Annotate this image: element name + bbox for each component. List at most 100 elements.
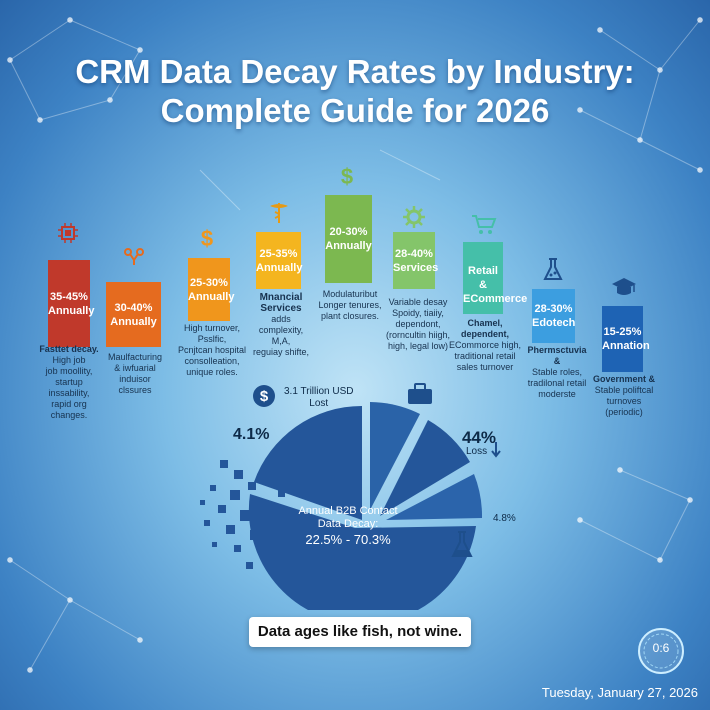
bar-description-line: Pcnjtcan hospital [177,345,247,355]
bar-description-line: Spoidy, tiaiiy, [392,308,444,318]
bar-description-heading: Services [260,303,302,314]
bar-description: Phermsctuvia & Stable roles, tradilonal re… [524,345,590,400]
bar-description-line: Stable poliftcal [594,385,654,395]
bar-value-label: 20-30% Annually [325,225,372,253]
bar-value-label: 25-30% Annually [188,276,235,304]
bar-value-label: 25-35% Annually [256,247,303,275]
bar-value-line1: 35-45% [50,290,88,303]
bar-description: Chamel, dependent, ECommorce high, traditi… [444,318,526,373]
bar-description-line: traditional retail [454,351,516,361]
flask-icon [542,257,564,286]
bar-description-line: dependont, [395,319,441,329]
bar-2: 30-40% Annually [106,282,161,347]
bar-value-line2: Edotech [532,317,576,329]
bar-description-line: job moollity, [45,366,93,376]
pie-slice-main [248,494,476,610]
bar-description-line: induisor [119,374,151,384]
bar-description-line: High turnover, [183,323,241,333]
pie-label-small: 4.8% [493,513,516,524]
bar-value-label: 30-40% Annually [106,301,161,329]
chart-title-line2: Complete Guide for 2026 [160,92,550,129]
pie-slice-top [370,402,420,510]
bar-description: Mnancial Services adds complexity, M,A, regu… [248,292,314,358]
bar-value-line1: 15-25% [603,326,642,338]
bar-description: Variable desay Spoidy, tiaiiy, dependont,(… [382,297,454,352]
bar-description-line: plant closures. [320,311,380,321]
pie-chart [200,402,483,610]
bar-value-line1: 20-30% [329,226,368,238]
bar-value-line2: Annation [602,340,650,352]
pie-center-line2: Data Decay: [317,518,379,530]
bar-description-line: consolleation, [184,356,240,366]
corner-badge-icon [638,628,684,674]
bar-description-line: sales turnover [456,362,514,372]
bar-value-line2: Annually [110,315,157,328]
flask-small-icon [451,531,473,557]
bar-3: 25-30% Annually [188,258,235,321]
bar-value-label: 28-40% Services [393,247,439,275]
bar-description: Modulaturibut Longer tenures, plant closur… [314,289,386,322]
bar-7: Retail & ECommerce [463,242,528,314]
bar-description-line: Stable roles, [531,367,583,377]
bar-description: Fasttet decay. High job job moollity, start… [30,344,108,421]
bar-value-line2: Annually [188,290,235,303]
bar-value-line2: Services [393,261,439,274]
bar-description: High turnover, Psslfic, Pcnjtcan hospital c… [176,323,248,378]
bar-value-label: Retail & ECommerce [463,264,528,306]
bar-description-line: (rorncultin hiigh, [385,330,451,340]
pie-center-value: 22.5% - 70.3% [305,532,391,547]
bar-description-line: Longer tenures, [318,300,382,310]
down-arrow-icon [491,442,501,458]
bar-value-line1: 25-35% [259,247,298,260]
bar-value-line2: Annually [48,304,95,317]
bar-value-line2: Annually [325,240,372,252]
tagline-badge: Data ages like fish, not wine. [249,617,471,647]
svg-text:$: $ [260,388,269,405]
pie-label-left: 4.1% [233,426,270,443]
date-label: Tuesday, January 27, 2026 [541,685,698,700]
bar-description-line: inssability, [48,388,90,398]
bar-value-line1: 25-30% [190,276,228,289]
bar-8: 28-30% Edotech [532,289,575,343]
pie-top-annotation: 3.1 Trillion USD Lost [284,386,353,410]
bar-description-line: moderste [538,389,576,399]
chart-title-line1: CRM Data Decay Rates by Industry: [75,53,635,90]
bar-description-line: High job [52,355,86,365]
bar-value-line1: Retail & [468,265,498,291]
bar-description-line: tradilonal retail [527,378,587,388]
grad-cap-icon [611,276,637,303]
bar-description-line: adds complexity, [258,314,304,335]
svg-text:$: $ [201,226,213,250]
pie-label-right: 44% [462,428,497,447]
bar-value-label: 35-45% Annually [48,290,95,318]
dollar-icon: $ [337,164,357,193]
bar-value-line2: ECommerce [463,293,528,305]
bar-description-line: ECommorce high, [448,340,522,350]
bar-value-line1: 28-30% [534,303,573,315]
pie-label-right-sub: Loss [466,446,488,457]
briefcase-icon [408,383,432,404]
bar-description-line: changes. [50,410,88,420]
pie-center-line1: Annual B2B Contact [298,505,398,517]
bar-1: 35-45% Annually [48,260,95,347]
bar-6: 28-40% Services [393,232,439,289]
corner-badge-text: 0:6 [652,641,670,655]
bar-description-line: Modulaturibut [322,289,378,299]
bar-description-line: Psslfic, [197,334,227,344]
bar-value-label: 28-30% Edotech [532,302,575,330]
bar-4: 25-35% Annually [256,232,303,289]
bar-description-line: & iwfuarial [114,363,156,373]
bar-description-line: Chamel, dependent, [460,318,509,339]
bar-value-line1: 30-40% [114,301,153,314]
bar-description-line: reguiay shifte, [252,347,310,357]
bar-5: 20-30% Annually [325,195,372,283]
robot-arm-icon [122,244,146,271]
bar-description-heading: Mnancial [259,292,303,303]
pie-slice-right-upper [380,420,470,516]
bar-description-line: M,A, [271,336,291,346]
dollar-icon: $ [197,226,217,255]
bar-value-label: 15-25% Annation [602,325,650,353]
bar-value-line2: Annually [256,261,303,274]
